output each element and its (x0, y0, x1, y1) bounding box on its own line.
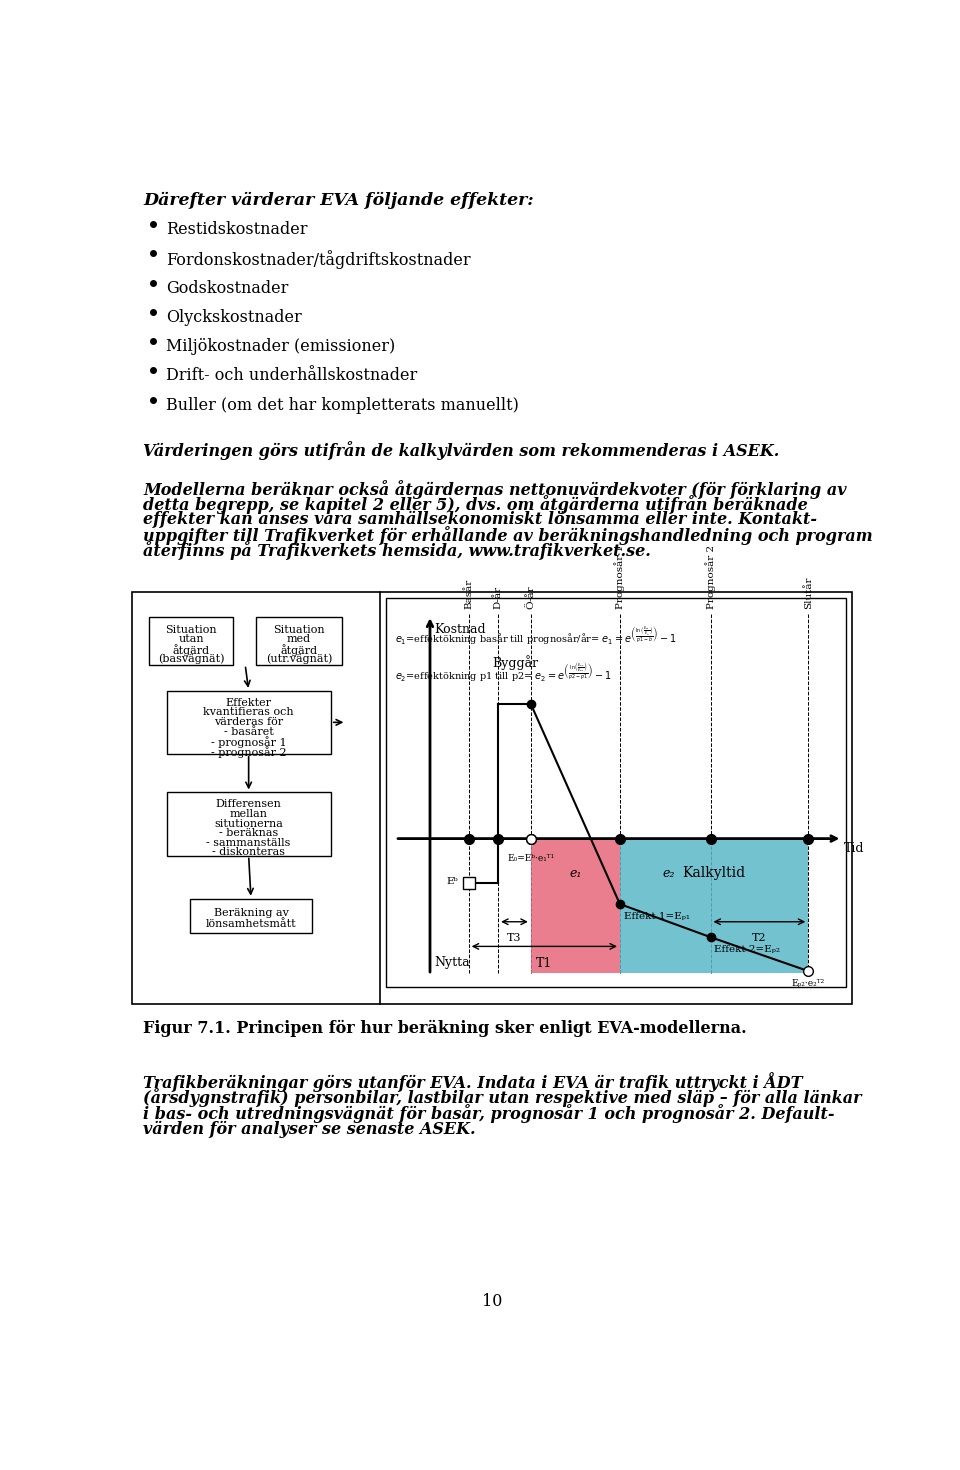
Text: (basvägnät): (basvägnät) (158, 654, 225, 664)
Text: Godskostnader: Godskostnader (166, 279, 289, 297)
Bar (166, 792, 331, 856)
Text: värderas för: värderas för (214, 717, 283, 728)
Text: - beräknas: - beräknas (219, 828, 278, 838)
Text: $e_2$=effektökning p1 till p2= $e_2 = e^{\left(\frac{\ln\left(\frac{E_{p2}}{E_{p: $e_2$=effektökning p1 till p2= $e_2 = e^… (396, 662, 612, 685)
Text: med: med (287, 634, 311, 644)
Text: återfinns på Trafikverkets hemsida, www.trafikverket.se.: återfinns på Trafikverkets hemsida, www.… (143, 541, 651, 560)
Text: effekter kan anses vara samhällsekonomiskt lönsamma eller inte. Kontakt-: effekter kan anses vara samhällsekonomis… (143, 510, 817, 528)
Text: Restidskostnader: Restidskostnader (166, 220, 308, 238)
Text: kvantifieras och: kvantifieras och (204, 707, 294, 717)
Text: Situation: Situation (274, 625, 324, 635)
Text: Effekt 1=Eₚ₁: Effekt 1=Eₚ₁ (624, 911, 689, 920)
Text: Värderingen görs utifrån de kalkylvärden som rekommenderas i ASEK.: Värderingen görs utifrån de kalkylvärden… (143, 441, 780, 460)
Text: lönsamhetsmått: lönsamhetsmått (205, 919, 297, 929)
Text: Prognosår 2: Prognosår 2 (706, 545, 716, 609)
Text: mellan: mellan (229, 809, 268, 819)
Text: Miljökostnader (emissioner): Miljökostnader (emissioner) (166, 338, 396, 356)
Text: uppgifter till Trafikverket för erhållande av beräkningshandledning och program: uppgifter till Trafikverket för erhållan… (143, 526, 873, 545)
Text: Drift- och underhållskostnader: Drift- och underhållskostnader (166, 368, 418, 384)
Bar (620, 838, 808, 973)
Text: T2: T2 (752, 932, 767, 942)
Text: - sammanställs: - sammanställs (206, 838, 291, 848)
Text: Kalkyltid: Kalkyltid (683, 866, 746, 881)
Text: D-år: D-år (493, 587, 503, 609)
Text: åtgärd: åtgärd (280, 644, 318, 656)
Text: situtionerna: situtionerna (214, 819, 283, 829)
Text: - prognosår 2: - prognosår 2 (211, 745, 286, 757)
Text: Olyckskostnader: Olyckskostnader (166, 309, 302, 326)
Text: Tid: Tid (844, 842, 864, 854)
Bar (531, 838, 620, 973)
Text: T1: T1 (536, 957, 553, 970)
Bar (166, 691, 331, 754)
Text: Ö-år: Ö-år (526, 585, 536, 609)
Text: Kostnad: Kostnad (434, 623, 486, 637)
Text: (årsdygnstrafik) personbilar, lastbilar utan respektive med släp – för alla länk: (årsdygnstrafik) personbilar, lastbilar … (143, 1088, 862, 1107)
Text: Modellerna beräknar också åtgärdernas nettonuvärdekvoter (för förklaring av: Modellerna beräknar också åtgärdernas ne… (143, 479, 847, 498)
Bar (190, 898, 312, 932)
Text: T3: T3 (507, 932, 521, 942)
Text: Slutår: Slutår (804, 576, 813, 609)
Text: Fordonskostnader/tågdriftskostnader: Fordonskostnader/tågdriftskostnader (166, 250, 471, 269)
Text: Eᵇ: Eᵇ (446, 878, 458, 886)
Text: Prognosår 1: Prognosår 1 (614, 545, 625, 609)
Text: E₀=Eᵇ·e₁ᵀ¹: E₀=Eᵇ·e₁ᵀ¹ (507, 854, 554, 863)
Text: Nytta: Nytta (434, 956, 469, 969)
Text: - basåret: - basåret (224, 726, 274, 736)
Text: Byggår: Byggår (492, 656, 539, 670)
Text: Trafikberäkningar görs utanför EVA. Indata i EVA är trafik uttryckt i ÅDT: Trafikberäkningar görs utanför EVA. Inda… (143, 1072, 803, 1092)
Text: Buller (om det har kompletterats manuellt): Buller (om det har kompletterats manuell… (166, 397, 519, 413)
Text: detta begrepp, se kapitel 2 eller 5), dvs. om åtgärderna utifrån beräknade: detta begrepp, se kapitel 2 eller 5), dv… (143, 495, 808, 514)
Text: (utr.vägnät): (utr.vägnät) (266, 654, 332, 664)
Text: Figur 7.1. Principen för hur beräkning sker enligt EVA-modellerna.: Figur 7.1. Principen för hur beräkning s… (143, 1020, 747, 1036)
Text: Basår: Basår (465, 579, 473, 609)
Text: Effekter: Effekter (226, 698, 272, 707)
Bar (386, 598, 846, 988)
Text: Effekt 2=Eₚ₂: Effekt 2=Eₚ₂ (714, 945, 780, 954)
Text: värden för analyser se senaste ASEK.: värden för analyser se senaste ASEK. (143, 1120, 476, 1138)
Bar (255, 617, 343, 664)
Text: - diskonteras: - diskonteras (212, 847, 285, 857)
Bar (132, 592, 852, 1004)
Bar (150, 617, 233, 664)
Text: $e_1$=effektökning basår till prognosår/år= $e_1 = e^{\left(\frac{\ln\left(\frac: $e_1$=effektökning basår till prognosår/… (396, 625, 677, 647)
Text: i bas- och utredningsvägnät för basår, prognosår 1 och prognosår 2. Default-: i bas- och utredningsvägnät för basår, p… (143, 1104, 835, 1123)
Text: - prognosår 1: - prognosår 1 (211, 736, 286, 748)
Text: Beräkning av: Beräkning av (213, 908, 288, 917)
Text: e₂: e₂ (663, 867, 675, 879)
Text: åtgärd: åtgärd (173, 644, 210, 656)
Text: 10: 10 (482, 1294, 502, 1310)
Text: Därefter värderar EVA följande effekter:: Därefter värderar EVA följande effekter: (143, 191, 534, 209)
Text: utan: utan (179, 634, 204, 644)
Text: Differensen: Differensen (216, 800, 281, 810)
Text: Eₚ₂·e₂ᵀ²: Eₚ₂·e₂ᵀ² (792, 979, 825, 988)
Text: Situation: Situation (165, 625, 217, 635)
Text: e₁: e₁ (569, 867, 582, 879)
